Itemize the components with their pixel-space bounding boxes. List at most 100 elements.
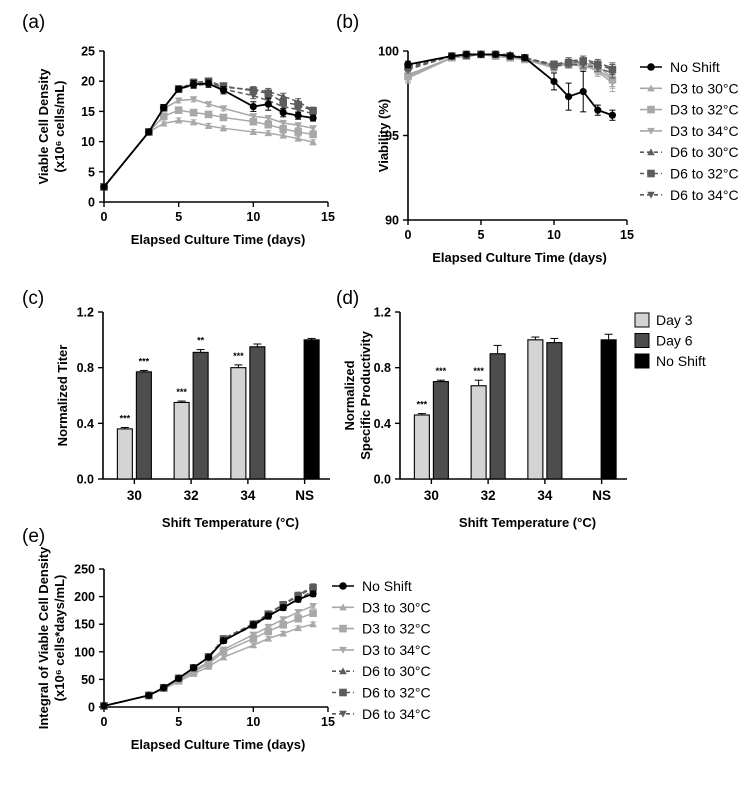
data-point xyxy=(189,108,198,117)
series-d3-to-30-c xyxy=(100,116,317,190)
y-axis-label: NormalizedSpecific Productivity xyxy=(342,330,373,459)
data-point xyxy=(175,674,183,682)
legend-label: D3 to 30°C xyxy=(670,80,739,96)
y-axis-label-line: Specific Productivity xyxy=(358,330,373,459)
y-tick-label: 100 xyxy=(74,645,95,659)
y-tick-label: 0.8 xyxy=(374,361,391,375)
x-tick-label: 5 xyxy=(175,210,182,224)
data-point xyxy=(249,631,258,639)
data-point xyxy=(404,60,412,69)
bar xyxy=(432,381,449,480)
data-point xyxy=(249,117,258,126)
bar xyxy=(192,351,209,480)
y-axis-label-line: Integral of Viable Cell Density xyxy=(36,546,51,729)
x-tick-label: NS xyxy=(295,488,314,503)
legend-label: D6 to 30°C xyxy=(362,663,431,679)
legend-label: D3 to 32°C xyxy=(670,102,739,118)
y-tick-label: 5 xyxy=(88,165,95,179)
significance-label: *** xyxy=(436,366,447,376)
data-point xyxy=(294,595,302,603)
data-point xyxy=(404,75,412,82)
y-tick-label: 0.0 xyxy=(77,473,94,487)
x-axis-label: Shift Temperature (°C) xyxy=(459,515,596,530)
panel-label: (e) xyxy=(22,526,45,547)
panel-c: (c) 0.0 0.4 0.8 1.2 30 32 34 NS Shift Temperature… xyxy=(22,288,330,530)
x-tick-label: 10 xyxy=(246,715,260,729)
data-point xyxy=(279,98,287,107)
data-point xyxy=(219,86,228,94)
x-tick-label: 34 xyxy=(240,488,256,503)
data-point xyxy=(279,103,287,111)
data-point xyxy=(264,89,273,98)
data-point xyxy=(219,637,228,645)
panel-label: (d) xyxy=(336,288,359,309)
legend-marker xyxy=(647,105,655,114)
data-point xyxy=(145,128,153,136)
data-point xyxy=(264,634,273,642)
data-point xyxy=(279,119,287,127)
data-point xyxy=(294,609,302,616)
legend-marker xyxy=(647,63,655,71)
legend-marker xyxy=(339,624,347,633)
x-tick-label: 5 xyxy=(175,715,182,729)
data-point xyxy=(462,50,470,58)
data-point xyxy=(249,128,258,135)
data-point xyxy=(174,116,183,124)
y-tick-label: 1.2 xyxy=(374,306,391,320)
x-tick-label: 30 xyxy=(424,488,439,503)
data-point xyxy=(564,61,573,69)
y-tick-label: 25 xyxy=(81,45,95,59)
significance-label: *** xyxy=(417,400,428,410)
data-point xyxy=(160,684,168,692)
bar xyxy=(303,339,320,480)
data-point xyxy=(294,106,302,114)
data-point xyxy=(160,104,168,112)
legend-label: D3 to 34°C xyxy=(670,123,739,139)
data-point xyxy=(294,112,302,120)
data-point xyxy=(294,624,302,632)
data-point xyxy=(249,87,258,95)
x-tick-label: 30 xyxy=(127,488,142,503)
data-point xyxy=(204,110,213,119)
legend-marker xyxy=(339,603,347,611)
legend-marker xyxy=(339,646,347,654)
data-point xyxy=(579,87,587,96)
data-point xyxy=(294,100,302,109)
x-tick-label: 32 xyxy=(184,488,199,503)
legend-label: D6 to 34°C xyxy=(670,187,739,203)
data-point xyxy=(219,113,228,122)
data-point xyxy=(264,120,273,129)
bar xyxy=(489,353,506,480)
data-point xyxy=(264,627,273,636)
x-tick-label: NS xyxy=(592,488,611,503)
panel-d: (d) 0.0 0.4 0.8 1.2 30 32 34 NS Shift Temperature… xyxy=(336,288,706,530)
x-axis-label: Elapsed Culture Time (days) xyxy=(432,250,607,265)
data-point xyxy=(174,97,183,105)
significance-label: *** xyxy=(120,414,131,424)
data-point xyxy=(204,101,213,108)
legend-marker xyxy=(339,582,347,590)
data-point xyxy=(594,106,602,114)
legend-label: D6 to 32°C xyxy=(670,166,739,182)
y-tick-label: 0.4 xyxy=(77,417,94,431)
legend-marker xyxy=(647,127,655,135)
data-point xyxy=(279,125,287,133)
legend: Day 3 Day 6 No Shift xyxy=(634,312,706,369)
data-point xyxy=(309,620,317,628)
data-point xyxy=(608,80,617,87)
data-point xyxy=(294,134,302,142)
data-point xyxy=(279,109,287,117)
data-point xyxy=(249,621,257,629)
data-point xyxy=(219,653,228,661)
bar xyxy=(230,367,247,480)
data-point xyxy=(175,85,183,93)
x-tick-label: 0 xyxy=(101,715,108,729)
legend-label: No Shift xyxy=(656,353,706,369)
y-axis-label-line: Normalized Titer xyxy=(55,345,70,447)
data-point xyxy=(506,52,514,60)
data-point xyxy=(309,602,317,610)
data-point xyxy=(189,96,198,104)
x-tick-label: 10 xyxy=(246,210,260,224)
data-point xyxy=(264,100,272,108)
data-point xyxy=(249,634,258,643)
